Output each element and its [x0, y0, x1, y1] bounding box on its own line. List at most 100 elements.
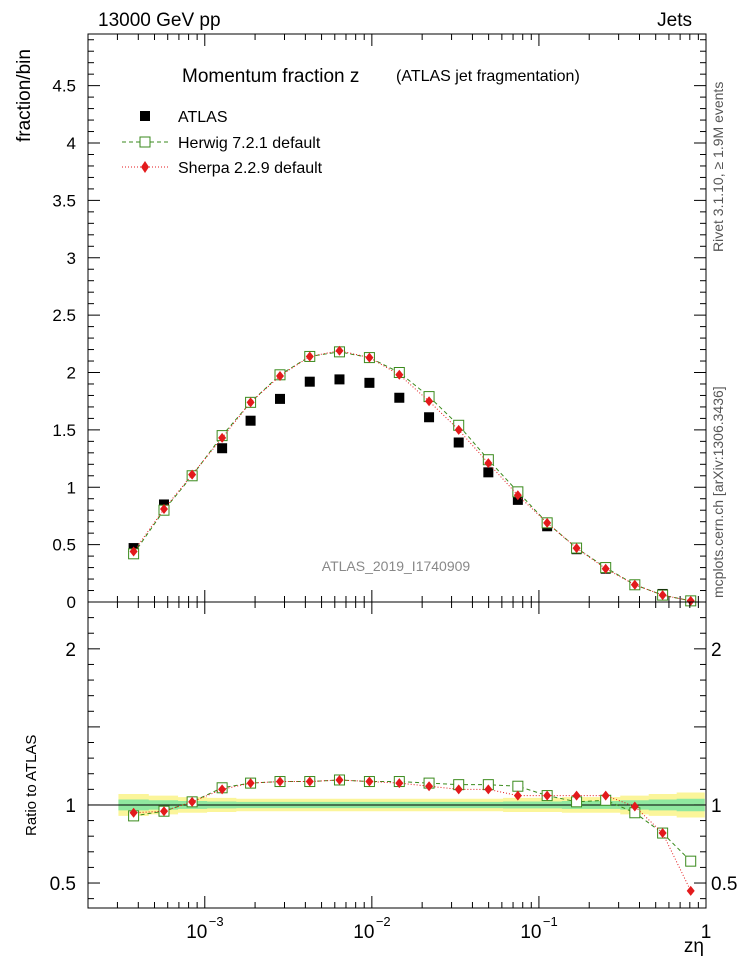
ratio-y-tick-label: 2: [65, 640, 76, 661]
main-y-tick-zero: 0: [67, 593, 76, 612]
ratio-sherpa-point: [365, 776, 374, 787]
legend-herwig-label: Herwig 7.2.1 default: [178, 135, 321, 152]
main-sherpa-point: [218, 432, 227, 443]
ratio-sherpa-point: [454, 784, 463, 795]
x-tick-label: 10: [186, 922, 207, 943]
main-sherpa-point: [276, 370, 285, 381]
header-left: 13000 GeV pp: [98, 10, 221, 31]
main-sherpa-point: [543, 517, 552, 528]
x-tick-label-exponent: −2: [376, 914, 391, 929]
main-y-tick-label: 1.5: [52, 421, 76, 440]
main-sherpa-point: [630, 579, 639, 590]
ratio-sherpa-point: [658, 828, 667, 839]
main-y-axis-title: fraction/bin: [14, 49, 35, 142]
main-series: [128, 345, 697, 607]
main-sherpa-point: [454, 424, 463, 435]
ratio-sherpa-point: [246, 778, 255, 789]
ratio-herwig-point: [512, 780, 524, 792]
main-atlas-point: [364, 377, 375, 388]
legend-sherpa-label: Sherpa 2.2.9 default: [178, 160, 323, 177]
main-axes: 0.5 1 1.5 2 2.5 3 3.5 4 4.5: [52, 34, 707, 603]
main-sherpa-point: [686, 595, 695, 606]
ratio-y-tick-label: 0.5: [50, 874, 76, 895]
main-y-tick-label: 3.5: [52, 191, 76, 210]
ratio-sherpa-point: [159, 806, 168, 817]
main-sherpa-point: [658, 590, 667, 601]
chart-title: Momentum fraction z: [182, 66, 359, 87]
main-y-tick-label: 4.5: [52, 77, 76, 96]
ratio-sherpa-point: [335, 774, 344, 785]
ratio-herwig-point: [685, 855, 697, 867]
main-sherpa-point: [365, 352, 374, 363]
main-atlas-point: [483, 467, 494, 478]
ratio-y-axis-title: Ratio to ATLAS: [23, 735, 40, 836]
ratio-sherpa-point: [686, 885, 695, 896]
main-atlas-point: [217, 443, 228, 454]
main-sherpa-point: [159, 504, 168, 515]
ratio-y-tick-label-right: 1: [711, 796, 722, 817]
legend-herwig-marker: [139, 136, 151, 148]
main-y-tick-label: 1: [67, 478, 76, 497]
main-y-tick-label: 2: [67, 364, 76, 383]
main-sherpa-point: [129, 546, 138, 557]
ratio-y-tick-label: 1: [65, 796, 76, 817]
x-tick-label-exponent: −1: [543, 914, 558, 929]
ratio-sherpa-point: [188, 796, 197, 807]
ratio-sherpa-point: [395, 778, 404, 789]
main-sherpa-point: [484, 458, 493, 469]
main-y-tick-label: 2.5: [52, 306, 76, 325]
ratio-sherpa-point: [305, 776, 314, 787]
main-sherpa-point: [395, 369, 404, 380]
main-atlas-point: [304, 376, 315, 387]
ratio-sherpa-line: [133, 779, 692, 892]
ratio-y-tick-label-right: 0.5: [711, 874, 737, 895]
ratio-uncertainty-bands: [88, 792, 706, 818]
analysis-watermark: ATLAS_2019_I1740909: [322, 558, 471, 574]
ratio-sherpa-point: [484, 784, 493, 795]
mcplots-label: mcplots.cern.ch [arXiv:1306.3436]: [710, 386, 726, 598]
main-atlas-point: [453, 437, 464, 448]
ratio-sherpa-point: [543, 790, 552, 801]
header-right: Jets: [657, 10, 692, 31]
ratio-plot-frame: [87, 601, 707, 909]
main-sherpa-point: [246, 397, 255, 408]
ratio-sherpa-point: [601, 790, 610, 801]
chart-subtitle: (ATLAS jet fragmentation): [396, 68, 580, 85]
main-sherpa-point: [305, 351, 314, 362]
main-atlas-point: [424, 412, 435, 423]
ratio-sherpa-point: [425, 781, 434, 792]
ratio-sherpa-point: [572, 790, 581, 801]
x-tick-label: 10: [520, 922, 541, 943]
main-y-tick-label: 0.5: [52, 536, 76, 555]
legend-atlas-label: ATLAS: [178, 109, 228, 126]
ratio-sherpa-point: [276, 776, 285, 787]
x-tick-label: 1: [701, 922, 712, 943]
ratio-sherpa-point: [129, 807, 138, 818]
rivet-label: Rivet 3.1.10, ≥ 1.9M events: [710, 82, 726, 252]
ratio-sherpa-point: [218, 784, 227, 795]
main-atlas-point: [275, 393, 286, 404]
main-sherpa-point: [335, 345, 344, 356]
ratio-axes: 10−310−210−110.5 0.51 12 2: [50, 602, 737, 943]
ratio-series: [128, 774, 697, 896]
main-sherpa-point: [188, 469, 197, 480]
main-sherpa-point: [601, 563, 610, 574]
ratio-y-tick-label-right: 2: [711, 640, 722, 661]
ratio-sherpa-point: [513, 790, 522, 801]
main-y-tick-label: 4: [67, 134, 76, 153]
main-y-tick-label: 3: [67, 249, 76, 268]
x-tick-label: 10: [353, 922, 374, 943]
main-sherpa-point: [572, 543, 581, 554]
legend: ATLAS Herwig 7.2.1 default Sherpa 2.2.9 …: [122, 109, 323, 177]
ratio-sherpa-point: [630, 801, 639, 812]
main-atlas-point: [394, 392, 405, 403]
legend-sherpa-marker: [141, 161, 149, 173]
legend-atlas-marker: [140, 111, 150, 121]
main-sherpa-point: [513, 490, 522, 501]
x-axis-title: zη: [684, 936, 704, 957]
main-atlas-point: [334, 374, 345, 385]
main-atlas-point: [245, 415, 256, 426]
main-sherpa-point: [425, 396, 434, 407]
x-tick-label-exponent: −3: [209, 914, 224, 929]
